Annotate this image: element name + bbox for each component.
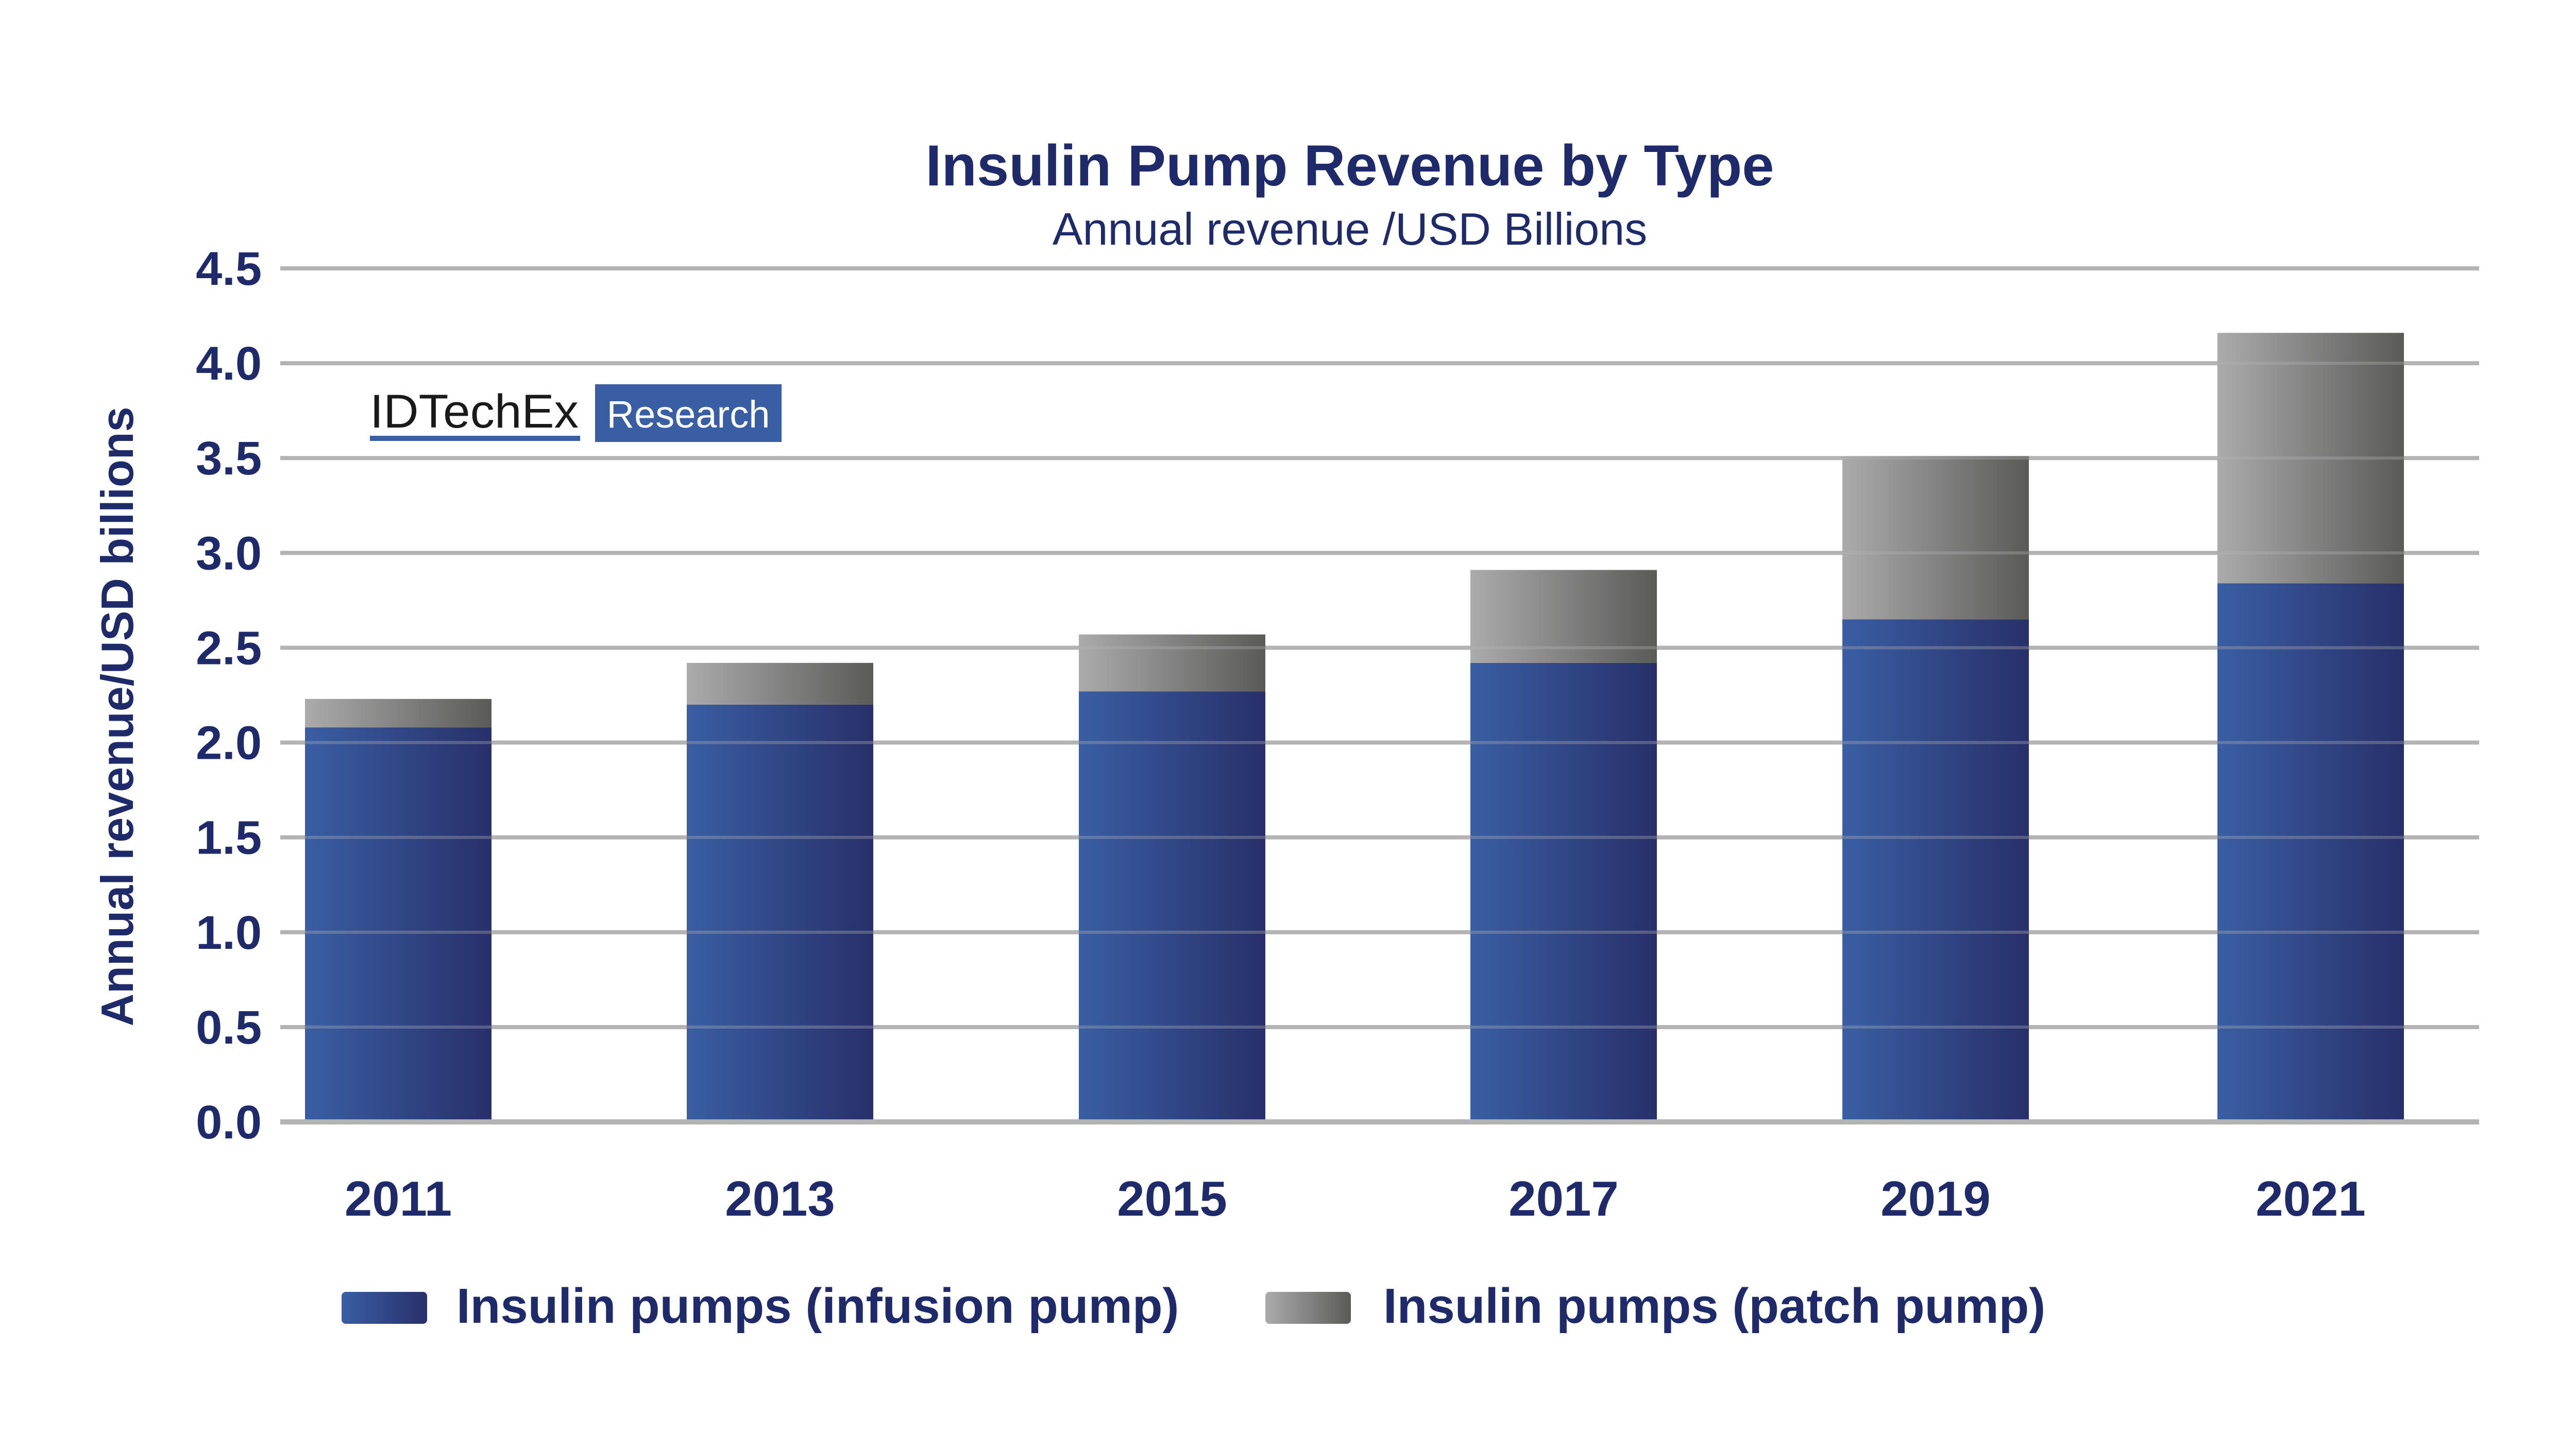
chart-subtitle: Annual revenue /USD Billions xyxy=(1053,203,1647,254)
chart-title: Insulin Pump Revenue by Type xyxy=(925,133,1774,198)
bar-patch-pump-2011 xyxy=(305,698,492,728)
logo-research-box xyxy=(595,384,782,442)
x-tick-label: 2019 xyxy=(1880,1171,1991,1226)
x-tick-labels: 2011 2013 2015 2017 2019 2021 xyxy=(345,1171,2366,1226)
y-tick-label: 4.5 xyxy=(196,243,262,295)
y-tick-label: 3.0 xyxy=(196,527,262,579)
legend: Insulin pumps (infusion pump) Insulin pu… xyxy=(342,1278,2045,1334)
bar-patch-pump-2015 xyxy=(1079,634,1265,692)
legend-label-patch: Insulin pumps (patch pump) xyxy=(1383,1278,2045,1334)
x-tick-label: 2013 xyxy=(725,1171,835,1226)
legend-swatch-infusion xyxy=(342,1292,427,1324)
y-tick-labels: 0.0 0.5 1.0 1.5 2.0 2.5 3.0 3.5 4.0 4.5 xyxy=(196,243,262,1149)
y-tick-label: 1.0 xyxy=(196,907,262,959)
y-axis-label: Annual revenue/USD billions xyxy=(92,407,143,1027)
y-tick-label: 4.0 xyxy=(196,337,262,390)
idtechex-logo: IDTechEx Research xyxy=(370,384,782,442)
bar-patch-pump-2019 xyxy=(1842,456,2029,620)
bar-infusion-pump-2017 xyxy=(1470,662,1657,1122)
x-tick-label: 2015 xyxy=(1117,1171,1227,1226)
y-tick-label: 3.5 xyxy=(196,432,262,485)
x-tick-label: 2011 xyxy=(345,1171,452,1226)
bar-infusion-pump-2011 xyxy=(305,727,492,1122)
legend-label-infusion: Insulin pumps (infusion pump) xyxy=(456,1278,1179,1334)
bar-patch-pump-2021 xyxy=(2217,333,2404,584)
logo-brand: IDTechEx xyxy=(370,385,579,438)
bar-patch-pump-2017 xyxy=(1470,570,1657,663)
y-tick-label: 2.5 xyxy=(196,622,262,674)
bar-infusion-pump-2021 xyxy=(2217,583,2404,1122)
y-tick-label: 2.0 xyxy=(196,717,262,770)
bar-infusion-pump-2015 xyxy=(1079,691,1265,1122)
y-tick-label: 1.5 xyxy=(196,812,262,864)
x-tick-label: 2021 xyxy=(2256,1171,2366,1226)
y-tick-label: 0.0 xyxy=(196,1096,262,1149)
legend-swatch-patch xyxy=(1265,1292,1351,1324)
y-tick-label: 0.5 xyxy=(196,1001,262,1054)
logo-tag: Research xyxy=(607,393,770,436)
gridlines xyxy=(280,266,2479,1124)
x-tick-label: 2017 xyxy=(1509,1171,1619,1226)
bars xyxy=(280,267,2479,1124)
bar-patch-pump-2013 xyxy=(687,662,873,705)
bar-infusion-pump-2019 xyxy=(1842,619,2029,1122)
bar-infusion-pump-2013 xyxy=(687,704,873,1122)
logo-underline xyxy=(370,436,580,441)
